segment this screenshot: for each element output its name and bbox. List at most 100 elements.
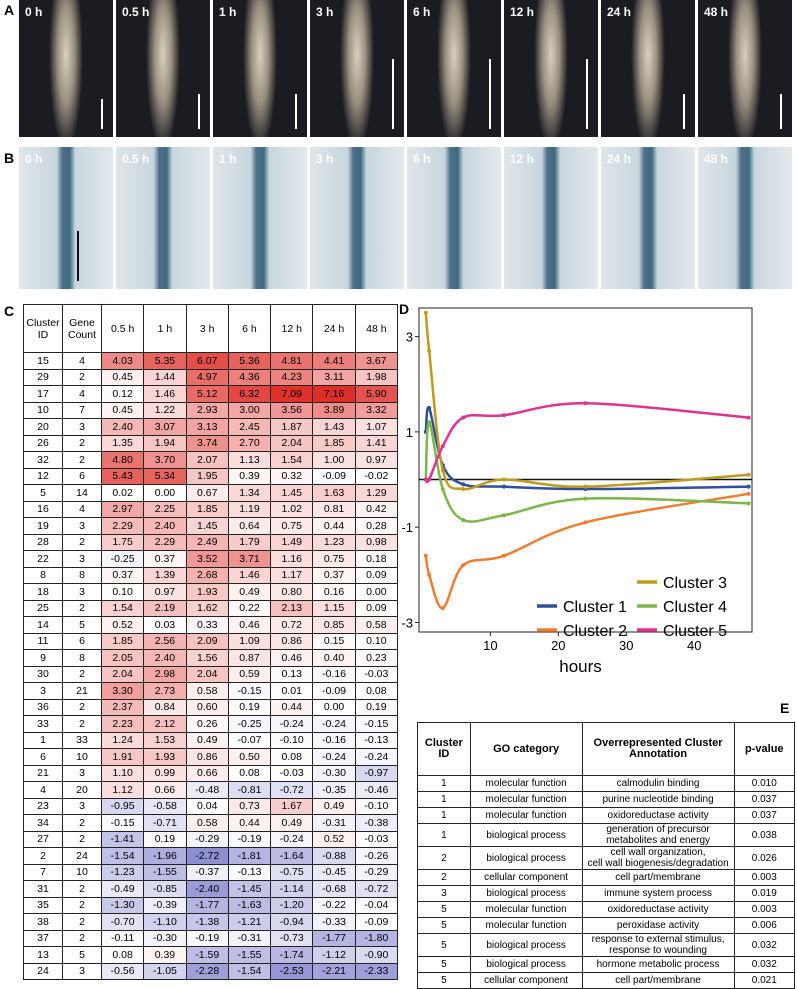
table-cell: 1 [23,731,63,749]
heat-cell: -2.21 [312,962,356,980]
heat-cell: 5.35 [143,352,187,370]
heat-cell: -1.12 [312,946,356,964]
heat-cell: 0.58 [185,682,229,700]
table-row: 1 molecular function calmodulin binding 0.0… [417,775,796,792]
heat-cell: -0.46 [354,781,399,799]
heat-cell: 1.29 [354,484,399,502]
column-header: GO category [469,722,583,776]
table-cell: 21 [23,764,63,782]
table-row: 23 3 -0.95 -0.58 0.04 0.73 1.67 0.49 -0.10 [23,797,399,815]
table-cell: 3 [62,764,102,782]
table-cell: molecular function [469,917,583,934]
heat-cell: 1.87 [270,418,314,436]
data-point [423,310,428,315]
photo: 0 h [19,147,113,289]
heat-cell: 3.70 [143,451,187,469]
heat-cell: -2.28 [185,962,229,980]
heat-cell: -1.64 [270,847,314,865]
heat-cell: 5.36 [227,352,272,370]
heat-cell: 0.59 [227,665,272,683]
table-cell: 14 [62,484,102,502]
table-row: 1 molecular function oxidoreductase activi… [417,807,796,824]
heat-cell: 1.09 [227,632,272,650]
heat-cell: 3.07 [143,418,187,436]
table-cell: 2 [62,913,102,931]
heat-cell: 2.13 [270,599,314,617]
heat-cell: 5.34 [143,467,187,485]
heat-cell: 1.95 [185,467,229,485]
time-label: 12 h [510,152,535,166]
photo: 6 h [407,0,501,137]
table-cell: 1 [417,775,471,792]
table-row: 35 2 -1.30 -0.39 -1.77 -1.63 -1.20 -0.22 -0.04 [23,896,399,914]
table-cell: response to external stimulus, response … [581,933,735,957]
table-cell: 2 [62,896,102,914]
table-cell: 5 [62,616,102,634]
table-cell: 12 [23,467,63,485]
table-row: 1 33 1.24 1.53 0.49 -0.07 -0.10 -0.16 -0.13 [23,731,399,749]
heat-cell: -0.16 [312,731,356,749]
heat-cell: -0.25 [100,550,145,568]
data-point [461,518,466,523]
data-point [501,413,506,418]
data-point [501,477,506,482]
heat-cell: 4.81 [270,352,314,370]
data-point [583,401,588,406]
table-cell: 38 [23,913,63,931]
photo: 1 h [213,147,307,289]
data-point [427,420,432,425]
time-label: 0 h [25,152,43,166]
heat-cell: 2.45 [227,418,272,436]
heat-cell: 1.44 [143,368,187,386]
table-cell: oxidoreductase activity [581,807,735,824]
heat-cell: 0.19 [143,830,187,848]
heat-cell: 1.85 [312,434,356,452]
heat-cell: 0.37 [100,566,145,584]
table-cell: immune system process [581,885,735,902]
photo: 0.5 h [116,0,210,137]
heat-cell: -0.31 [227,929,272,947]
table-cell: 5 [62,946,102,964]
heat-cell: -1.77 [185,896,229,914]
heat-cell: 5.43 [100,467,145,485]
data-point [427,572,432,577]
column-header: Gene Count [62,304,102,353]
table-cell: hormone metabolic process [581,956,735,973]
heat-cell: -0.58 [143,797,187,815]
heat-cell: 0.08 [100,946,145,964]
photo: 6 h [407,147,501,289]
heat-cell: -0.09 [312,467,356,485]
heat-cell: 2.49 [185,533,229,551]
table-cell: calmodulin binding [581,775,735,792]
table-row: 10 7 0.45 1.22 2.93 3.00 3.56 3.89 3.32 [23,401,399,419]
time-label: 6 h [413,5,431,19]
scale-bar [392,59,394,129]
legend-label: Cluster 1 [563,599,627,616]
panel-label: E [780,700,790,716]
heat-cell: 2.23 [100,715,145,733]
time-label: 6 h [413,152,431,166]
heat-cell: 1.85 [100,632,145,650]
table-cell: 18 [23,583,63,601]
column-header: Cluster ID [23,304,63,353]
heat-cell: -0.90 [354,946,399,964]
heat-cell: 0.73 [227,797,272,815]
heat-cell: 2.37 [100,698,145,716]
line-chart: D-3-11310203040hoursAverage expression (… [399,301,753,676]
table-cell: 3 [417,885,471,902]
table-row: 15 4 4.03 5.35 6.07 5.36 4.81 4.41 3.67 [23,352,399,370]
heat-cell: 0.28 [354,517,399,535]
heat-cell: -0.11 [100,929,145,947]
heat-cell: 1.02 [270,500,314,518]
data-point [440,468,445,472]
table-cell: 36 [23,698,63,716]
x-tick-label: 30 [619,638,633,653]
heat-cell: 0.60 [185,698,229,716]
heat-cell: 1.19 [227,500,272,518]
time-label: 48 h [704,5,729,19]
column-header: 48 h [354,304,399,353]
table-cell: 3 [62,583,102,601]
heat-cell: -0.45 [312,863,356,881]
heat-cell: 2.09 [185,632,229,650]
